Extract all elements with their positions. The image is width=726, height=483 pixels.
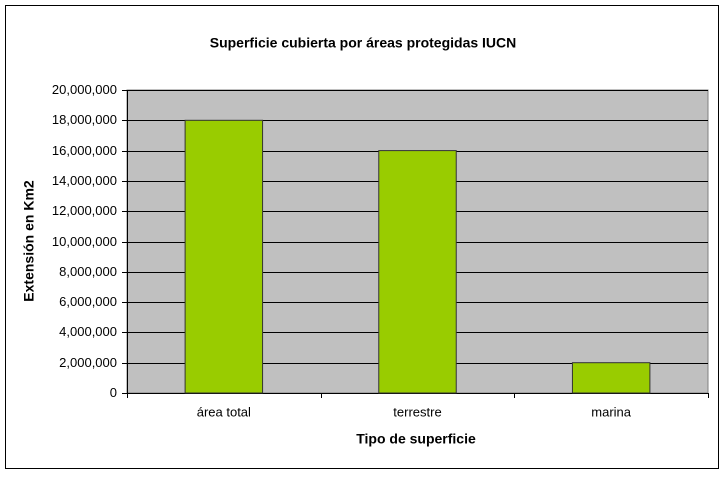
chart-title: Superficie cubierta por áreas protegidas… <box>210 35 517 51</box>
y-tick-label: 0 <box>110 385 117 400</box>
y-tick-label: 2,000,000 <box>59 355 117 370</box>
x-tick-label: marina <box>591 404 632 419</box>
y-tick-label: 4,000,000 <box>59 324 117 339</box>
bar <box>571 362 651 394</box>
x-axis-title: Tipo de superficie <box>356 431 476 447</box>
y-axis-title: Extensión en Km2 <box>21 180 37 302</box>
y-tick-label: 18,000,000 <box>52 112 117 127</box>
y-tick-label: 8,000,000 <box>59 264 117 279</box>
x-tick-label: terrestre <box>393 404 441 419</box>
y-tick-label: 6,000,000 <box>59 294 117 309</box>
y-tick-label: 14,000,000 <box>52 173 117 188</box>
y-tick-label: 10,000,000 <box>52 234 117 249</box>
x-tick-label: área total <box>197 404 251 419</box>
bar <box>184 119 264 394</box>
y-tick-label: 12,000,000 <box>52 203 117 218</box>
y-tick-label: 16,000,000 <box>52 143 117 158</box>
bar <box>378 150 457 394</box>
y-tick-label: 20,000,000 <box>52 82 117 97</box>
